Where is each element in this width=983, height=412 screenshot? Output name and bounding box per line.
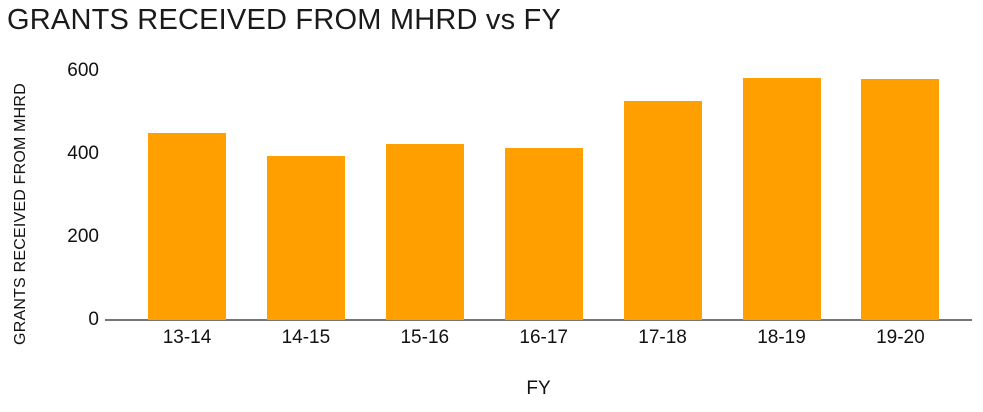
bar-17-18 <box>623 100 702 320</box>
y-tick-label: 0 <box>88 309 99 330</box>
y-tick-label: 200 <box>67 225 99 247</box>
x-tick-label: 13-14 <box>162 327 212 348</box>
x-axis-title: FY <box>526 378 551 399</box>
x-tick-label: 19-20 <box>876 327 925 348</box>
x-tick-label: 18-19 <box>757 327 806 348</box>
bar-14-15 <box>266 156 345 320</box>
x-axis-line <box>105 319 972 321</box>
chart-title: GRANTS RECEIVED FROM MHRD vs FY <box>7 4 561 36</box>
x-tick-label: 17-18 <box>638 327 687 348</box>
bar-13-14 <box>148 132 226 320</box>
bar-15-16 <box>385 143 464 320</box>
x-tick-label: 14-15 <box>281 327 331 348</box>
y-tick-label: 400 <box>67 142 99 164</box>
y-tick-label: 600 <box>67 59 99 81</box>
bar-16-17 <box>504 147 583 320</box>
bar-19-20 <box>861 79 940 320</box>
x-tick-label: 15-16 <box>400 327 450 348</box>
y-axis-title: GRANTS RECEIVED FROM MHRD <box>12 83 29 345</box>
bar-18-19 <box>742 77 821 320</box>
x-tick-label: 16-17 <box>519 327 568 348</box>
